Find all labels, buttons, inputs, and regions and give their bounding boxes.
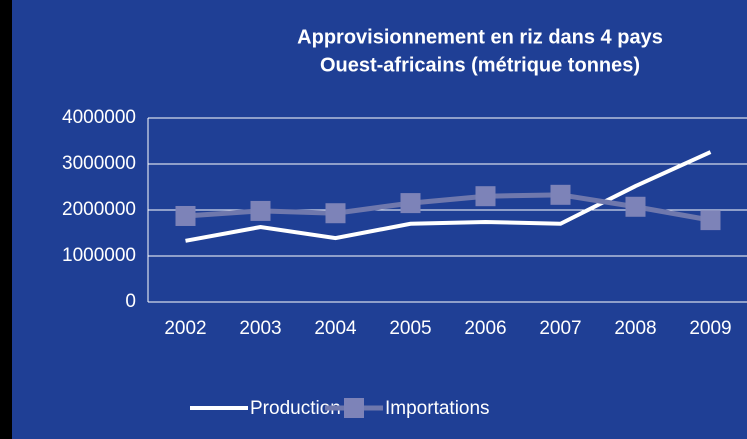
x-tick-label: 2004 [314,318,357,339]
y-tick-label: 1000000 [62,245,136,266]
chart-title: Approvisionnement en riz dans 4 pays [297,26,663,48]
marker [700,210,721,231]
y-tick-label: 0 [125,291,136,312]
x-tick-label: 2005 [389,318,431,339]
x-tick-label: 2006 [464,318,506,339]
marker [250,200,271,221]
x-tick-label: 2007 [539,318,581,339]
legend-marker [344,398,364,418]
y-tick-label: 4000000 [62,107,136,128]
marker [325,203,346,224]
legend-label: Importations [385,398,490,419]
y-tick-label: 2000000 [62,199,136,220]
marker [550,184,571,205]
x-tick-label: 2002 [164,318,206,339]
background [12,0,747,439]
legend-label: Production [250,398,341,419]
marker [175,205,196,226]
line [185,192,711,223]
marker [475,186,496,207]
x-tick-label: 2008 [614,318,656,339]
marker [400,193,421,214]
x-tick-label: 2009 [689,318,731,339]
line [185,150,712,243]
marker [625,196,646,217]
x-tick-label: 2003 [239,318,281,339]
chart-title: Ouest-africains (métrique tonnes) [320,54,640,76]
y-tick-label: 3000000 [62,153,136,174]
